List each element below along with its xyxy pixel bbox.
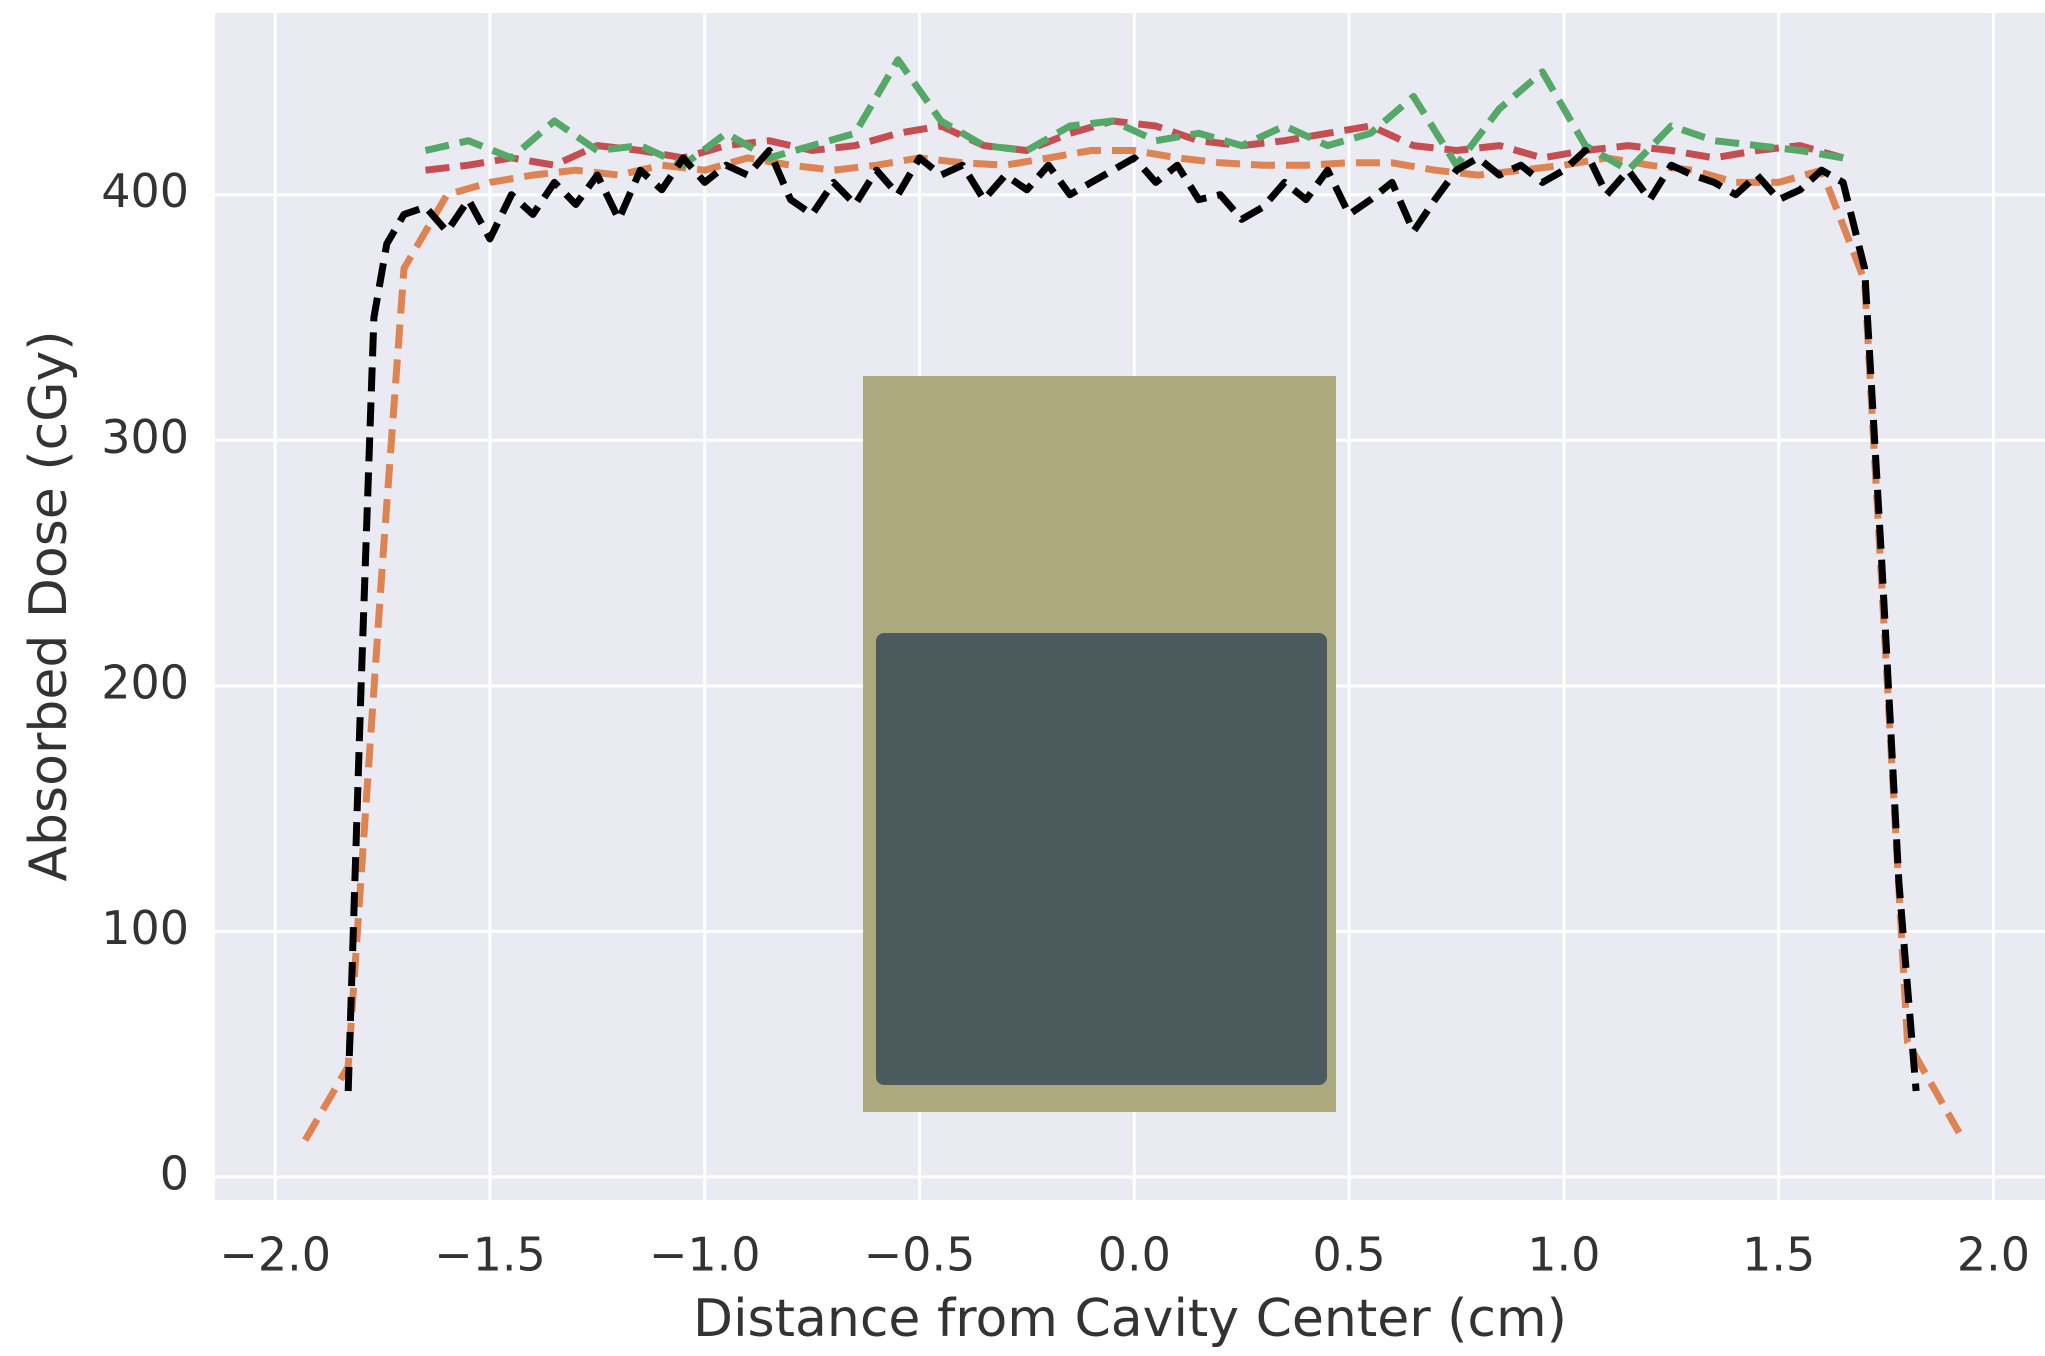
lines bbox=[302, 56, 1963, 1142]
y-tick-label: 300 bbox=[101, 410, 189, 464]
x-tick-label: 0.5 bbox=[1313, 1228, 1386, 1282]
film-inset bbox=[863, 376, 1336, 1112]
x-tick-label: −1.5 bbox=[434, 1228, 546, 1282]
y-tick-label: 100 bbox=[101, 901, 189, 955]
x-axis-label: Distance from Cavity Center (cm) bbox=[693, 1289, 1567, 1349]
series-line bbox=[344, 147, 1920, 1092]
y-axis-label: Absorbed Dose (cGy) bbox=[19, 330, 79, 881]
x-tick-label: 0.0 bbox=[1098, 1228, 1171, 1282]
y-tick-label: 400 bbox=[101, 164, 189, 218]
x-tick-label: −2.0 bbox=[219, 1228, 331, 1282]
x-tick-label: 1.5 bbox=[1742, 1228, 1815, 1282]
x-tick-label: 2.0 bbox=[1957, 1228, 2030, 1282]
series-line bbox=[424, 56, 1844, 174]
film-exposed-area bbox=[876, 633, 1327, 1085]
y-tick-label: 0 bbox=[160, 1146, 189, 1200]
x-tick-label: 1.0 bbox=[1527, 1228, 1600, 1282]
x-tick-label: −0.5 bbox=[864, 1228, 976, 1282]
y-tick-label: 200 bbox=[101, 655, 189, 709]
x-tick-label: −1.0 bbox=[649, 1228, 761, 1282]
